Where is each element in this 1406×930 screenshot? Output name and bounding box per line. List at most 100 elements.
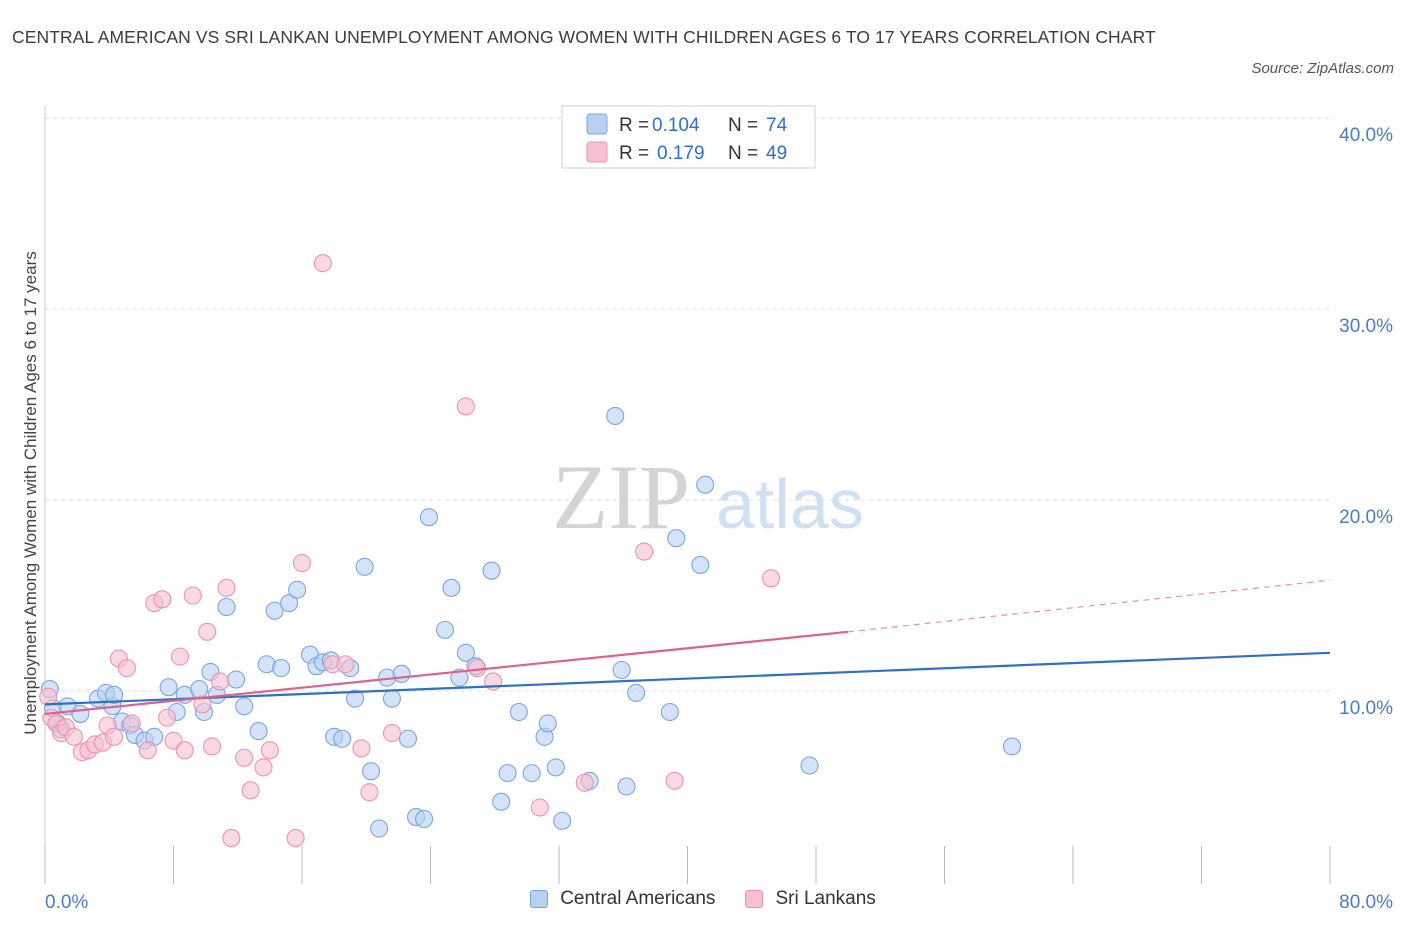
legend-swatch-pink	[586, 141, 608, 163]
chart-title: CENTRAL AMERICAN VS SRI LANKAN UNEMPLOYM…	[12, 27, 1156, 47]
legend-label-central-americans: Central Americans	[560, 888, 716, 909]
point-central-american	[553, 811, 572, 830]
point-central-american	[415, 809, 434, 829]
point-central-american	[691, 555, 710, 574]
legend-item-central-americans[interactable]: Central Americans	[530, 888, 715, 910]
point-sri-lankan	[635, 542, 654, 561]
point-sri-lankan	[456, 397, 475, 416]
point-central-american	[606, 406, 625, 426]
legend-r-value: 0.179	[657, 143, 705, 164]
point-central-american	[217, 597, 236, 617]
point-sri-lankan	[193, 695, 212, 714]
trend-line-central-americans	[44, 651, 1331, 706]
point-central-american	[227, 670, 246, 689]
point-central-american	[456, 643, 475, 662]
point-sri-lankan	[222, 829, 241, 848]
point-sri-lankan	[198, 622, 217, 641]
x-tick-label: 0.0%	[45, 892, 88, 913]
point-central-american	[345, 689, 365, 708]
legend-r-label: R =	[619, 115, 649, 136]
point-sri-lankan	[336, 655, 355, 674]
point-central-american	[355, 557, 374, 576]
legend-n-label: N =	[728, 115, 758, 136]
grid-lines	[45, 117, 1330, 692]
watermark-zip: ZIP	[552, 446, 690, 548]
point-sri-lankan	[183, 586, 202, 605]
legend-n-value: 74	[766, 115, 788, 136]
point-central-american	[667, 529, 686, 548]
point-sri-lankan	[211, 672, 230, 691]
point-central-american	[498, 764, 517, 783]
point-central-american	[382, 689, 402, 708]
point-central-american	[235, 697, 254, 716]
point-sri-lankan	[122, 714, 141, 733]
point-central-american	[362, 762, 381, 781]
point-central-american	[617, 777, 636, 796]
point-central-american	[370, 819, 389, 838]
point-sri-lankan	[158, 708, 177, 727]
point-central-american	[105, 685, 124, 704]
point-central-american	[509, 702, 528, 722]
point-sri-lankan	[117, 659, 136, 678]
point-sri-lankan	[39, 687, 58, 706]
trend-line-sri-lankans	[44, 630, 849, 716]
y-tick-label: 30.0%	[1339, 316, 1393, 337]
legend-swatch-sri-lankans	[745, 890, 764, 908]
series-legend: Central Americans Sri Lankans	[0, 888, 1406, 910]
watermark-atlas: atlas	[716, 465, 864, 543]
point-central-american	[442, 578, 461, 597]
point-central-american	[398, 729, 418, 748]
point-central-american	[492, 792, 511, 811]
legend-label-sri-lankans: Sri Lankans	[775, 888, 876, 909]
watermark: ZIP atlas	[552, 446, 864, 548]
point-central-american	[660, 702, 679, 722]
point-sri-lankan	[575, 773, 594, 792]
point-central-american	[265, 601, 284, 620]
point-central-american	[612, 660, 631, 680]
point-sri-lankan	[64, 727, 83, 746]
trend-line-sri-lankans-extension	[848, 579, 1331, 633]
point-sri-lankan	[235, 748, 254, 767]
point-central-american	[546, 758, 565, 777]
point-central-american	[1002, 737, 1022, 756]
y-tick-label: 40.0%	[1339, 125, 1393, 146]
point-sri-lankan	[313, 254, 332, 273]
point-central-american	[190, 680, 209, 699]
point-sri-lankan	[241, 781, 260, 800]
point-central-american	[392, 664, 411, 683]
point-central-american	[71, 704, 90, 723]
y-tick-label: 10.0%	[1339, 698, 1393, 719]
point-sri-lankan	[138, 741, 157, 760]
tick-labels: 10.0% 20.0% 30.0% 40.0% 0.0% 80.0%	[45, 125, 1393, 913]
point-sri-lankan	[203, 737, 222, 756]
x-tick-label: 80.0%	[1339, 892, 1393, 913]
point-central-american	[800, 756, 819, 775]
point-sri-lankan	[105, 727, 124, 746]
legend-item-sri-lankans[interactable]: Sri Lankans	[745, 888, 876, 910]
legend-n-label: N =	[728, 143, 758, 164]
point-central-american	[333, 729, 352, 748]
y-tick-label: 20.0%	[1339, 507, 1393, 528]
point-sri-lankan	[360, 783, 379, 802]
point-sri-lankan	[175, 741, 194, 760]
point-sri-lankan	[217, 578, 236, 597]
point-central-american	[627, 683, 646, 702]
point-central-american	[450, 668, 469, 687]
point-sri-lankan	[286, 829, 305, 848]
axes	[44, 106, 1331, 884]
point-sri-lankan	[530, 798, 549, 817]
point-sri-lankan	[292, 553, 312, 573]
point-sri-lankan	[761, 569, 781, 588]
point-central-american	[280, 594, 299, 613]
point-central-american	[482, 561, 501, 580]
point-central-american	[159, 678, 178, 697]
point-central-american	[538, 714, 557, 733]
legend-r-value: 0.104	[652, 115, 700, 136]
point-sri-lankan	[352, 739, 371, 758]
point-sri-lankan	[260, 741, 279, 760]
y-axis-label: Unemployment Among Women with Children A…	[21, 251, 40, 735]
point-sri-lankan	[153, 590, 172, 609]
point-sri-lankan	[665, 771, 684, 790]
point-central-american	[288, 580, 307, 599]
